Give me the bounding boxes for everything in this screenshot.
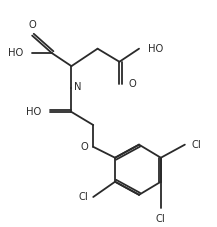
- Text: Cl: Cl: [78, 192, 88, 202]
- Text: Cl: Cl: [156, 215, 166, 225]
- Text: HO: HO: [8, 48, 23, 58]
- Text: HO: HO: [148, 44, 163, 54]
- Text: Cl: Cl: [191, 140, 201, 150]
- Text: O: O: [80, 142, 88, 152]
- Text: HO: HO: [26, 107, 41, 117]
- Text: O: O: [28, 20, 36, 30]
- Text: N: N: [74, 82, 82, 92]
- Text: O: O: [128, 79, 136, 89]
